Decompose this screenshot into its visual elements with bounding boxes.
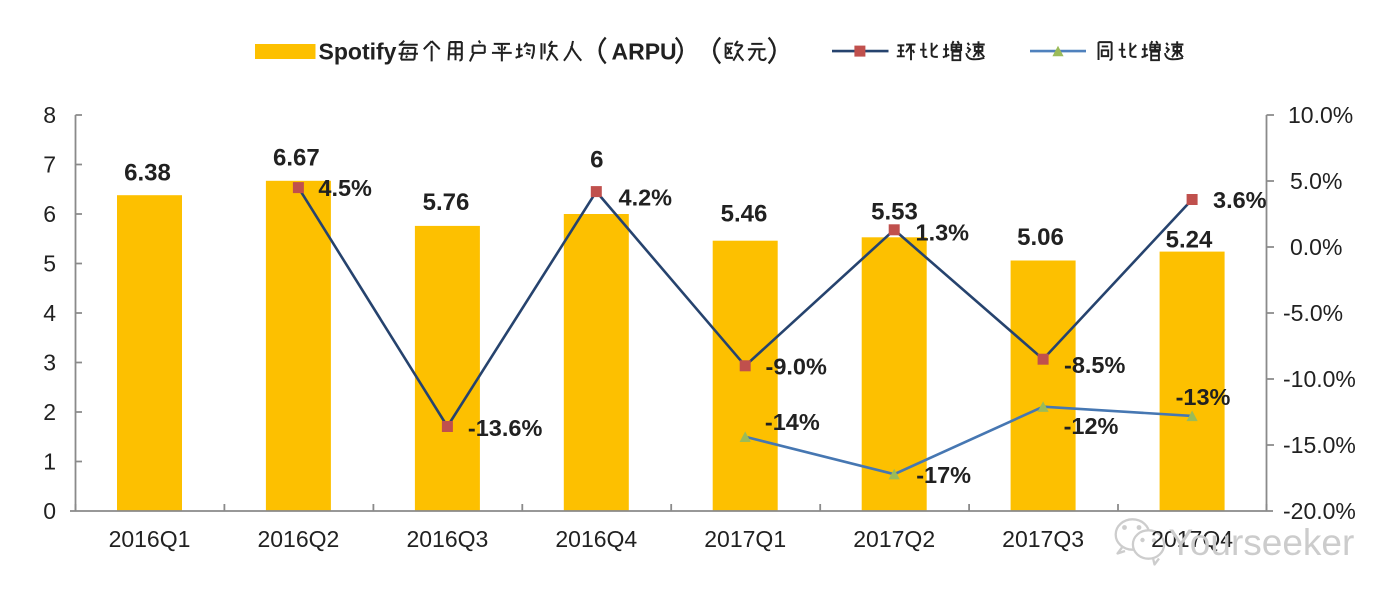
svg-text:2: 2 bbox=[43, 399, 56, 425]
svg-text:4.5%: 4.5% bbox=[318, 175, 372, 201]
svg-text:10.0%: 10.0% bbox=[1288, 102, 1353, 128]
svg-text:7: 7 bbox=[43, 152, 56, 178]
svg-text:2016Q2: 2016Q2 bbox=[257, 526, 339, 552]
svg-text:2016Q4: 2016Q4 bbox=[555, 526, 637, 552]
svg-text:4.2%: 4.2% bbox=[619, 185, 673, 211]
svg-text:-20.0%: -20.0% bbox=[1283, 498, 1356, 524]
svg-text:2016Q1: 2016Q1 bbox=[109, 526, 191, 552]
svg-text:0.0%: 0.0% bbox=[1290, 234, 1342, 260]
svg-text:4: 4 bbox=[43, 300, 56, 326]
svg-text:2016Q3: 2016Q3 bbox=[406, 526, 488, 552]
svg-text:Yourseeker: Yourseeker bbox=[1169, 522, 1355, 563]
svg-text:5.76: 5.76 bbox=[423, 189, 470, 216]
svg-text:-13.6%: -13.6% bbox=[468, 415, 543, 441]
svg-text:ARPU: ARPU bbox=[612, 39, 677, 65]
svg-text:-14%: -14% bbox=[765, 409, 820, 435]
svg-text:2017Q3: 2017Q3 bbox=[1002, 526, 1084, 552]
svg-text:-12%: -12% bbox=[1064, 413, 1119, 439]
svg-text:5.06: 5.06 bbox=[1017, 224, 1064, 251]
svg-text:8: 8 bbox=[43, 102, 56, 128]
svg-text:-17%: -17% bbox=[916, 462, 971, 488]
svg-text:3: 3 bbox=[43, 350, 56, 376]
svg-text:0: 0 bbox=[43, 498, 56, 524]
svg-text:6: 6 bbox=[43, 201, 56, 227]
svg-text:-10.0%: -10.0% bbox=[1283, 366, 1356, 392]
svg-text:Spotify: Spotify bbox=[319, 39, 397, 65]
svg-text:5.0%: 5.0% bbox=[1290, 168, 1342, 194]
svg-text:5.24: 5.24 bbox=[1166, 227, 1213, 254]
svg-text:5: 5 bbox=[43, 251, 56, 277]
svg-text:1.3%: 1.3% bbox=[916, 220, 970, 246]
svg-text:3.6%: 3.6% bbox=[1213, 187, 1267, 213]
svg-text:5.53: 5.53 bbox=[871, 199, 918, 226]
svg-text:5.46: 5.46 bbox=[721, 201, 768, 228]
svg-text:6: 6 bbox=[590, 147, 603, 174]
svg-text:-15.0%: -15.0% bbox=[1283, 432, 1356, 458]
svg-text:-13%: -13% bbox=[1176, 384, 1231, 410]
svg-text:-5.0%: -5.0% bbox=[1283, 300, 1343, 326]
svg-text:2017Q2: 2017Q2 bbox=[853, 526, 935, 552]
svg-text:6.67: 6.67 bbox=[273, 145, 320, 172]
svg-text:2017Q1: 2017Q1 bbox=[704, 526, 786, 552]
svg-text:1: 1 bbox=[43, 449, 56, 475]
svg-text:-9.0%: -9.0% bbox=[766, 354, 827, 380]
svg-text:2017Q4: 2017Q4 bbox=[1151, 526, 1233, 552]
svg-text:6.38: 6.38 bbox=[124, 160, 171, 187]
svg-text:-8.5%: -8.5% bbox=[1064, 352, 1125, 378]
